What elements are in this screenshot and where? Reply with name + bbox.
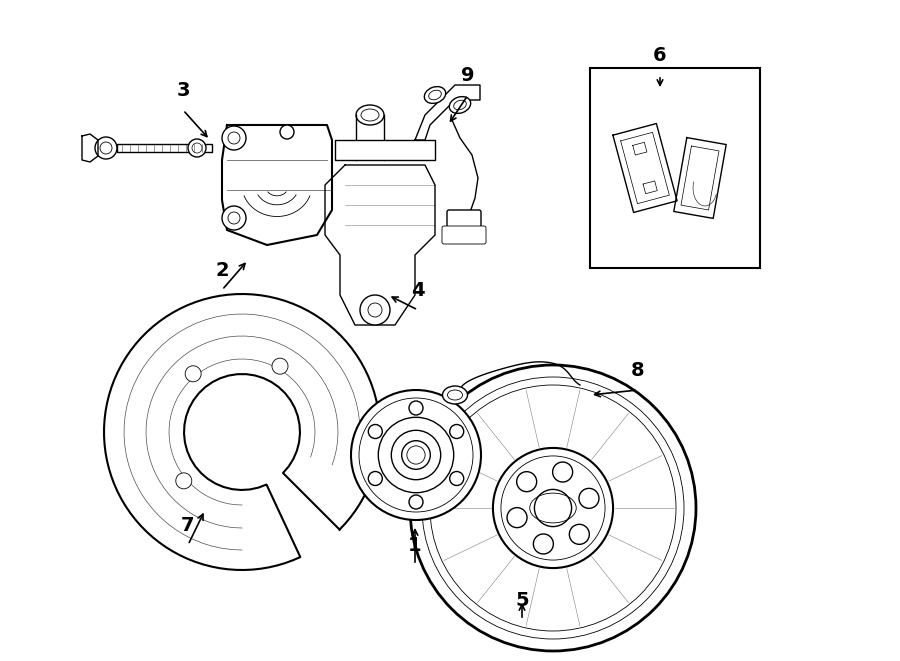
Circle shape [176, 473, 192, 489]
Text: 2: 2 [215, 261, 229, 280]
Circle shape [507, 508, 527, 527]
Bar [590, 68, 760, 268]
Circle shape [368, 424, 382, 438]
Circle shape [392, 430, 441, 480]
Polygon shape [415, 85, 480, 140]
Circle shape [450, 424, 464, 438]
Text: 6: 6 [653, 46, 667, 65]
Polygon shape [82, 134, 98, 162]
Text: 1: 1 [409, 536, 422, 555]
Circle shape [579, 488, 599, 508]
Circle shape [410, 365, 696, 651]
Circle shape [192, 143, 202, 153]
Polygon shape [222, 125, 332, 245]
Circle shape [100, 142, 112, 154]
Ellipse shape [449, 97, 471, 114]
Circle shape [228, 212, 240, 224]
Text: 4: 4 [411, 281, 425, 300]
Circle shape [368, 471, 382, 485]
Circle shape [272, 358, 288, 374]
Circle shape [570, 524, 590, 544]
Circle shape [280, 125, 294, 139]
Polygon shape [633, 142, 647, 155]
Circle shape [534, 534, 554, 554]
FancyBboxPatch shape [442, 226, 486, 244]
Polygon shape [644, 181, 657, 194]
Circle shape [222, 126, 246, 150]
Circle shape [517, 472, 536, 492]
Circle shape [351, 390, 481, 520]
Circle shape [535, 489, 572, 527]
Ellipse shape [447, 390, 463, 400]
Text: 3: 3 [176, 81, 190, 100]
Circle shape [368, 303, 382, 317]
Polygon shape [613, 124, 677, 212]
Circle shape [407, 446, 425, 464]
Circle shape [493, 448, 613, 568]
Circle shape [553, 462, 572, 482]
Circle shape [222, 206, 246, 230]
Circle shape [228, 132, 240, 144]
Circle shape [450, 471, 464, 485]
Text: 7: 7 [181, 516, 194, 535]
Text: 9: 9 [461, 66, 475, 85]
Circle shape [409, 401, 423, 415]
Circle shape [401, 441, 430, 469]
Circle shape [378, 417, 454, 492]
Ellipse shape [361, 109, 379, 121]
Text: 5: 5 [515, 591, 529, 610]
Ellipse shape [356, 105, 384, 125]
Ellipse shape [454, 100, 466, 110]
Polygon shape [325, 165, 435, 325]
Polygon shape [674, 137, 726, 218]
Ellipse shape [428, 90, 441, 100]
Polygon shape [104, 294, 380, 570]
Circle shape [409, 495, 423, 509]
FancyBboxPatch shape [447, 210, 481, 232]
Ellipse shape [443, 386, 467, 404]
Ellipse shape [424, 87, 446, 103]
Circle shape [188, 139, 206, 157]
Circle shape [185, 366, 201, 382]
Text: 8: 8 [631, 361, 644, 380]
Circle shape [360, 295, 390, 325]
Circle shape [95, 137, 117, 159]
